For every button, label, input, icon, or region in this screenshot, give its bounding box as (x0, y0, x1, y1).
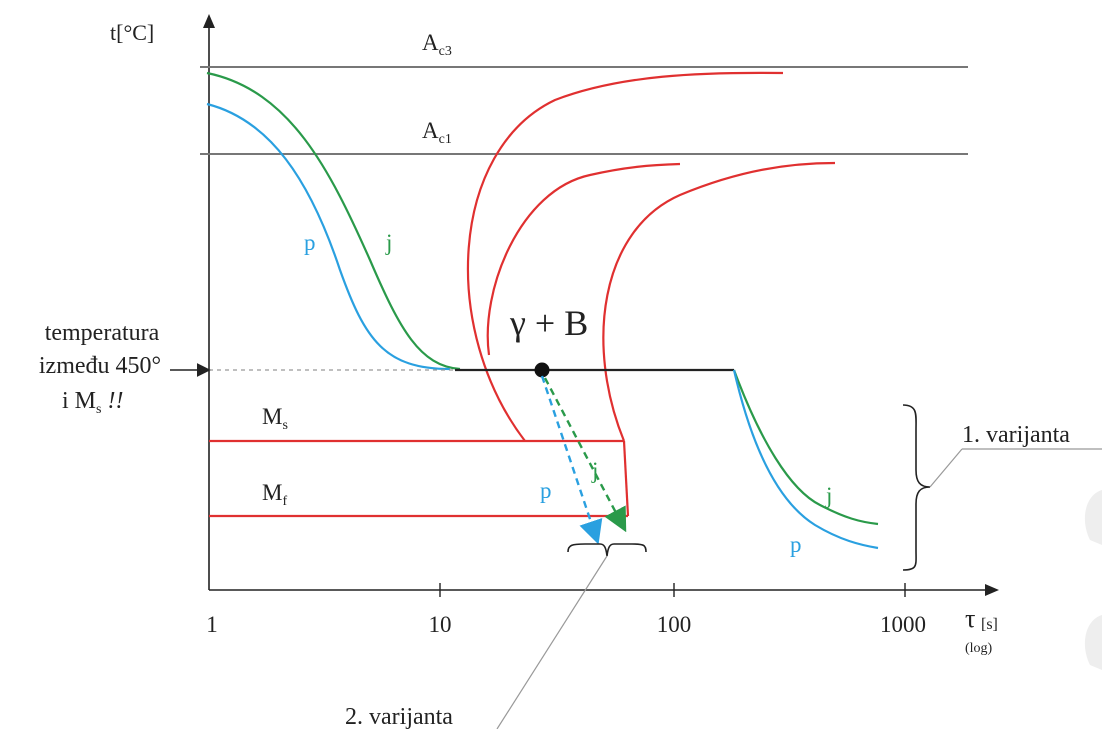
ac3-label: Ac3 (422, 30, 452, 59)
x-tick-label-10: 10 (429, 612, 452, 637)
label-p-right: p (790, 532, 802, 557)
variant2-leader (496, 555, 608, 729)
region-label-gamma-b: γ + B (509, 303, 588, 343)
temperature-note-line1: temperatura (45, 320, 160, 346)
variant2-label: 2. varijanta (345, 704, 453, 729)
x-tick-label-1: 1 (206, 612, 218, 637)
x-axis-unit: [s] (981, 616, 998, 633)
mf-label: Mf (262, 480, 287, 509)
cooling-curve-j-right (732, 369, 879, 526)
ms-label: Ms (262, 404, 288, 433)
intermediate-curve (486, 162, 681, 356)
y-axis-arrowhead (203, 14, 215, 28)
x-tick-label-1000: 1000 (880, 612, 926, 637)
transformation-start-curve (466, 71, 784, 442)
x-axis-arrowhead (985, 584, 999, 596)
quench-arrow-j (543, 377, 627, 533)
label-p-left: p (304, 230, 316, 255)
label-j-right: j (825, 483, 832, 508)
x-axis-label: τ (965, 604, 975, 633)
edge-shadow-lower (1084, 615, 1102, 670)
temperature-note-line2: između 450° (39, 353, 161, 379)
x-axis-scale-note: (log) (965, 641, 993, 656)
x-tick-label-100: 100 (657, 612, 692, 637)
y-axis-label: t[°C] (110, 20, 154, 45)
variant2-brace (567, 543, 647, 557)
ac1-label: Ac1 (422, 118, 452, 147)
temperature-note-line3: i Ms !! (62, 388, 123, 417)
cooling-curve-p-left (206, 102, 451, 371)
ms-mf-connector (622, 440, 630, 517)
variant1-label: 1. varijanta (962, 422, 1070, 448)
quench-arrow-p (540, 375, 603, 545)
variant1-leader-diag (929, 448, 963, 488)
label-j-left: j (385, 230, 392, 255)
label-j-mid: j (591, 458, 598, 483)
cooling-curve-p-right (732, 369, 879, 550)
transformation-finish-curve (602, 161, 836, 442)
variant1-brace (902, 404, 931, 571)
cooling-curve-j-left (206, 71, 461, 371)
edge-shadow-upper (1084, 490, 1102, 545)
isotherm-point (534, 362, 550, 378)
label-p-mid: p (540, 478, 552, 503)
